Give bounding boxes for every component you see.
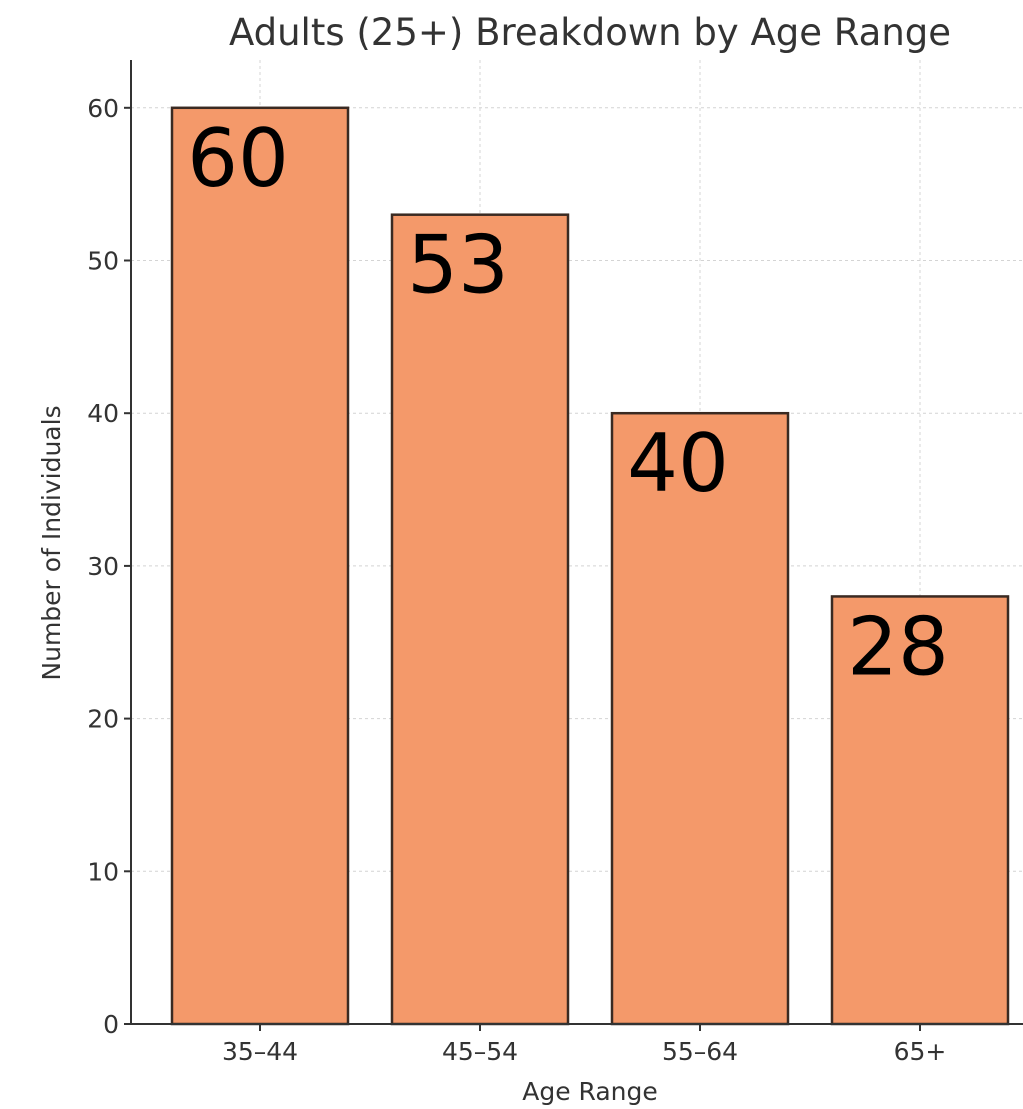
y-tick-label: 30: [87, 552, 119, 581]
y-tick-label: 50: [87, 247, 119, 276]
bar: [170, 106, 350, 1026]
y-tick-label: 20: [87, 705, 119, 734]
y-axis-label: Number of Individuals: [37, 405, 66, 680]
chart-title: Adults (25+) Breakdown by Age Range: [229, 11, 951, 54]
bars: [170, 106, 1010, 1026]
x-tick-label: 55–64: [662, 1037, 738, 1066]
x-axis-label: Age Range: [522, 1077, 658, 1106]
y-tick-label: 0: [103, 1010, 119, 1039]
bar: [610, 411, 790, 1026]
y-tick-label: 10: [87, 857, 119, 886]
y-tick-label: 40: [87, 399, 119, 428]
data-label: 40: [627, 417, 729, 510]
data-label: 53: [407, 219, 509, 312]
x-tick-label: 65+: [894, 1037, 947, 1066]
bar: [830, 595, 1010, 1026]
x-tick-label: 35–44: [222, 1037, 298, 1066]
data-label: 60: [187, 112, 289, 205]
y-tick-label: 60: [87, 94, 119, 123]
axes: 0 10 20 30 40 50 60 35–44 45–54 55–64 65+: [87, 60, 1023, 1066]
data-labels: 60 53 40 28: [187, 112, 949, 694]
data-label: 28: [847, 600, 949, 693]
bar: [390, 213, 570, 1026]
x-tick-label: 45–54: [442, 1037, 518, 1066]
